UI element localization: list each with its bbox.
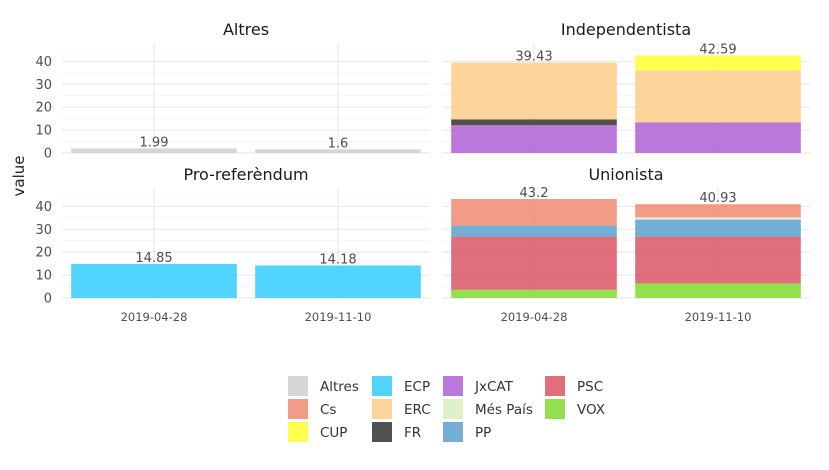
bar-segment-ecp (71, 263, 237, 298)
facet-panel-pro-referendum: Pro-referèndum 0 10 20 30 40 2019-04-28 2019-11… (35, 165, 430, 324)
bar-segment-altres (71, 148, 237, 153)
legend-item-cup: CUP (288, 422, 347, 442)
legend-swatch (545, 399, 565, 419)
legend-item-altres: Altres (288, 376, 359, 396)
legend-swatch (288, 399, 308, 419)
y-tick-label: 30 (35, 223, 52, 238)
total-value-label: 14.85 (135, 251, 172, 266)
legend-label: Més País (475, 402, 533, 418)
bar-segment-jxcat (451, 125, 617, 153)
facet-title: Pro-referèndum (183, 165, 308, 184)
total-value-label: 1.6 (328, 136, 349, 151)
legend-swatch (545, 376, 565, 396)
legend-swatch (288, 376, 308, 396)
bar-segment-psc (635, 236, 801, 284)
legend-label: VOX (577, 402, 605, 418)
legend-swatch (288, 422, 308, 442)
total-value-label: 40.93 (699, 191, 736, 206)
legend-label: Cs (320, 402, 336, 418)
legend-item-erc: ERC (372, 399, 431, 419)
bar-segment-erc (635, 70, 801, 123)
facet-panel-unionista: Unionista 2019-04-28 2019-11-10 43.2 40.93 (442, 165, 810, 324)
legend-label: ECP (404, 379, 430, 395)
legend-item-vox: VOX (545, 399, 605, 419)
legend-label: JxCAT (474, 379, 514, 395)
bar-segment-vox (635, 283, 801, 298)
total-value-label: 1.99 (140, 135, 169, 150)
legend-item-fr: FR (372, 422, 421, 442)
legend-label: PP (475, 425, 491, 441)
legend-label: PSC (577, 379, 603, 395)
legend-label: FR (404, 425, 421, 441)
y-tick-label: 40 (35, 55, 52, 70)
bar-segment-altres (255, 149, 421, 153)
legend-item-jxcat: JxCAT (443, 376, 514, 396)
legend-label: ERC (404, 402, 431, 418)
y-tick-label: 10 (35, 124, 52, 139)
x-tick-label: 2019-04-28 (501, 310, 568, 324)
legend-swatch (372, 399, 392, 419)
facet-title: Independentista (561, 20, 691, 39)
facet-panels: Altres 0 10 20 30 40 1.99 1.6 Independentista 39.… (35, 20, 810, 324)
bar-segment-vox (451, 289, 617, 298)
bar-segment-cs (451, 199, 617, 226)
y-tick-label: 10 (35, 269, 52, 284)
legend-swatch (372, 376, 392, 396)
total-value-label: 43.2 (520, 186, 549, 201)
legend-label: CUP (320, 425, 347, 441)
legend-swatch (443, 422, 463, 442)
y-tick-label: 20 (35, 101, 52, 116)
facet-panel-independentista: Independentista 39.43 42.59 (442, 20, 810, 154)
bar-segment-ecp (255, 265, 421, 298)
x-tick-label: 2019-11-10 (685, 310, 752, 324)
bar-segment-fr (451, 119, 617, 126)
legend-item-psc: PSC (545, 376, 603, 396)
x-tick-label: 2019-04-28 (121, 310, 188, 324)
total-value-label: 39.43 (515, 50, 552, 65)
total-value-label: 14.18 (319, 253, 356, 268)
bar-segment-cs (635, 204, 801, 218)
legend-label: Altres (320, 379, 359, 395)
legend-item-cs: Cs (288, 399, 336, 419)
bar-segment-erc (451, 62, 617, 120)
legend-swatch (443, 399, 463, 419)
bar-segment-psc (451, 236, 617, 290)
legend-item-ecp: ECP (372, 376, 430, 396)
y-tick-label: 20 (35, 246, 52, 261)
legend: Altres Cs CUP ECP ERC FR JxCAT Més País PP PSC VOX (288, 376, 605, 442)
y-axis-title: value (10, 156, 28, 197)
legend-item-mes-pais: Més País (443, 399, 533, 419)
y-tick-label: 30 (35, 78, 52, 93)
legend-swatch (443, 376, 463, 396)
facet-title: Altres (223, 20, 269, 39)
bar-segment-jxcat (635, 122, 801, 153)
total-value-label: 42.59 (699, 42, 736, 57)
legend-swatch (372, 422, 392, 442)
bar-segment-cup (635, 55, 801, 71)
y-tick-label: 40 (35, 200, 52, 215)
y-tick-label: 0 (44, 292, 52, 307)
x-tick-label: 2019-11-10 (305, 310, 372, 324)
bar-segment-pp (635, 219, 801, 237)
facet-title: Unionista (588, 165, 663, 184)
y-tick-label: 0 (44, 147, 52, 162)
bar-segment-pp (451, 225, 617, 237)
legend-item-pp: PP (443, 422, 491, 442)
bar-segment-mes-pais (635, 217, 801, 220)
facet-panel-altres: Altres 0 10 20 30 40 1.99 1.6 (35, 20, 430, 162)
